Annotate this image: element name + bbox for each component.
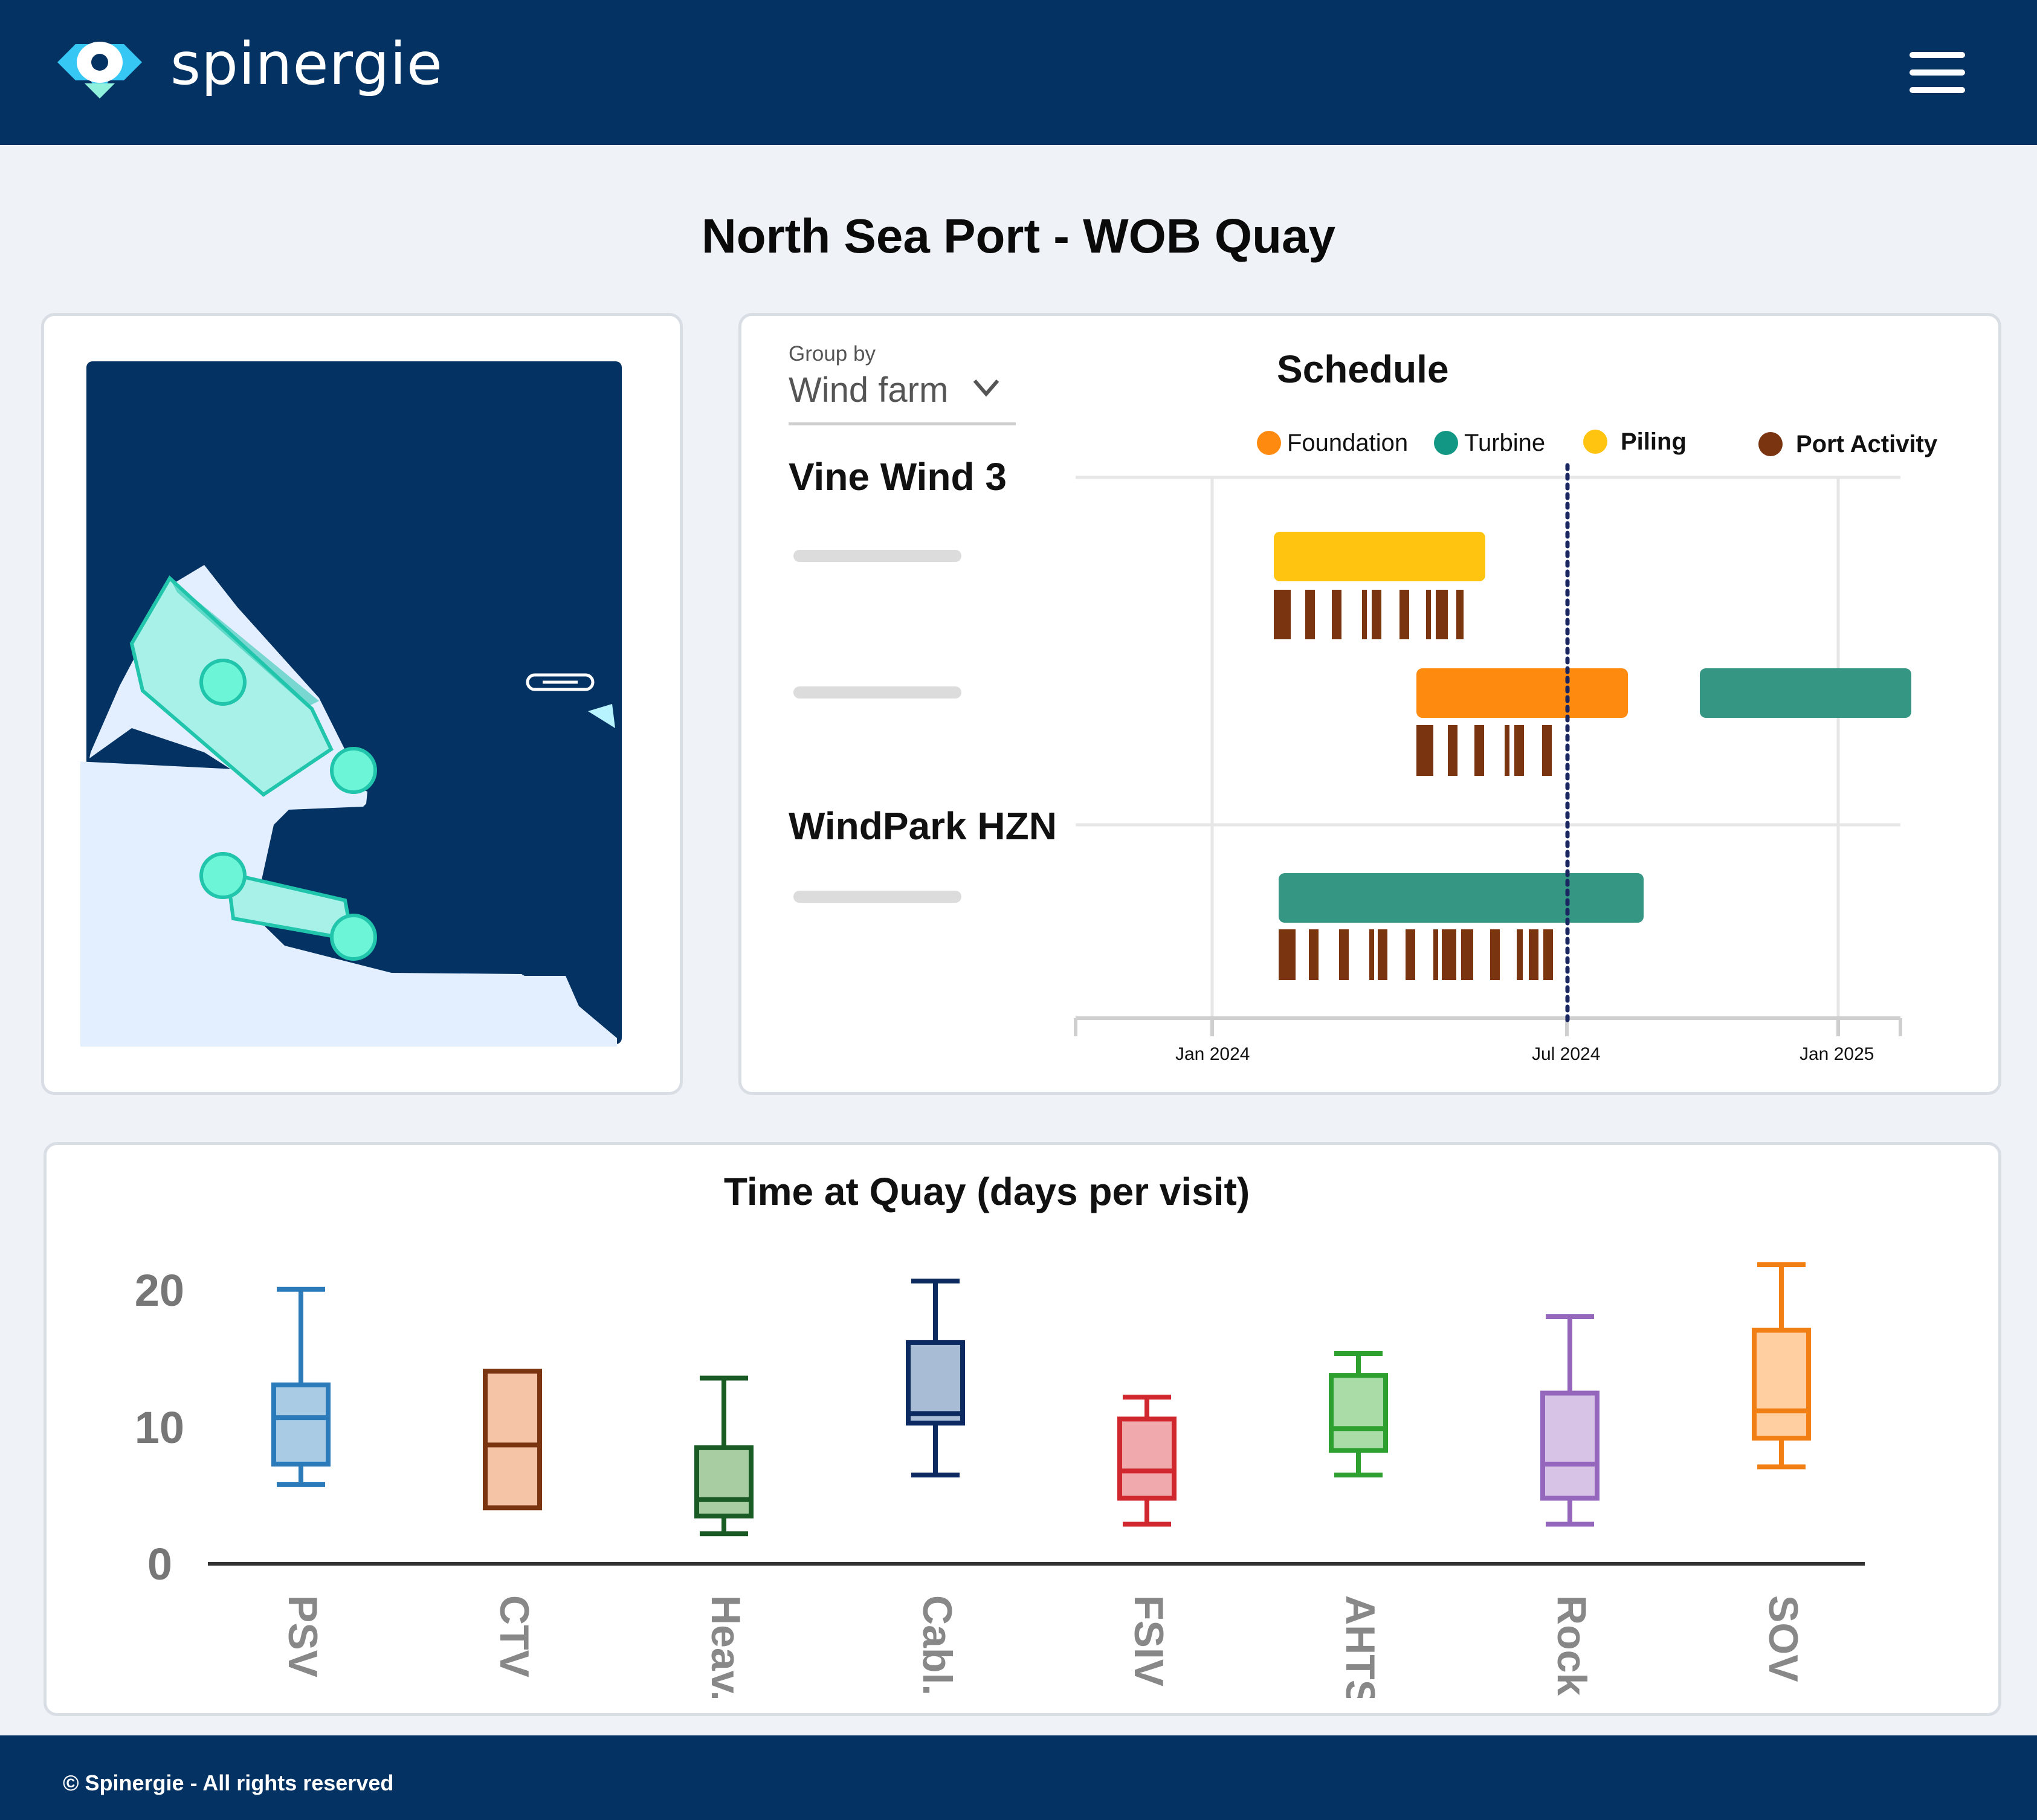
box-iqr: [694, 1445, 754, 1518]
box-iqr: [1117, 1416, 1177, 1501]
legend-foundation[interactable]: Foundation: [1257, 428, 1408, 458]
legend-port-activity[interactable]: Port Activity: [1758, 429, 1937, 459]
box-rock[interactable]: [1540, 1314, 1600, 1527]
app-header: spinergie: [0, 0, 2037, 145]
berth-marker: [330, 747, 377, 794]
group-by-label: Group by: [789, 342, 876, 366]
berth-marker: [199, 659, 247, 706]
y-tick-label: 10: [134, 1402, 184, 1453]
berth-marker: [199, 852, 247, 899]
x-tick-label: Jul 2024: [1532, 1044, 1601, 1064]
port-activity-bars: [1416, 725, 1552, 776]
logo-icon: [57, 42, 142, 98]
group-label-vine-wind-3: Vine Wind 3: [789, 455, 1007, 499]
box-cabl[interactable]: [906, 1279, 965, 1478]
legend-label: Turbine: [1464, 429, 1546, 456]
box-sov[interactable]: [1752, 1262, 1811, 1470]
box-iqr: [1540, 1390, 1600, 1501]
x-category-label: AHTS: [1337, 1595, 1383, 1698]
port-activity-bars: [1274, 590, 1464, 639]
x-category-label: SOV: [1760, 1595, 1806, 1682]
turbine-bar: [1700, 668, 1911, 718]
direction-arrow-icon: [588, 704, 615, 728]
box-iqr: [271, 1382, 331, 1467]
piling-bar: [1274, 532, 1485, 581]
foundation-bar: [1416, 668, 1628, 718]
logo-text: spinergie: [170, 30, 443, 98]
port-activity-bars: [1279, 929, 1553, 980]
x-category-label: Cabl...: [914, 1595, 960, 1698]
row-label-placeholder: [793, 550, 961, 562]
page-title: North Sea Port - WOB Quay: [702, 209, 1335, 263]
box-ahts[interactable]: [1329, 1350, 1388, 1478]
footer: © Spinergie - All rights reserved: [0, 1735, 2037, 1820]
box-heav[interactable]: [694, 1375, 754, 1537]
time-at-quay-card: [44, 1142, 2001, 1716]
x-category-label: PSV: [280, 1595, 326, 1678]
foundation-dot-icon: [1257, 431, 1281, 455]
box-iqr: [483, 1369, 542, 1511]
x-tick-label: Jan 2025: [1800, 1044, 1874, 1064]
row-label-placeholder: [793, 891, 961, 903]
turbine-bar: [1279, 873, 1644, 923]
berth-marker: [330, 914, 377, 961]
legend-piling[interactable]: Piling: [1583, 427, 1687, 457]
legend-label: Port Activity: [1796, 430, 1938, 457]
x-category-label: FSIV: [1126, 1595, 1172, 1687]
x-category-label: Rock...: [1549, 1595, 1595, 1698]
group-by-value: Wind farm: [789, 370, 949, 410]
turbine-dot-icon: [1434, 431, 1458, 455]
group-by-dropdown[interactable]: Wind farm: [789, 370, 1016, 425]
legend-label: Piling: [1621, 428, 1687, 455]
x-category-label: Heav...: [703, 1595, 749, 1698]
x-tick-label: Jan 2024: [1175, 1044, 1250, 1064]
schedule-gantt[interactable]: [1070, 459, 1916, 1039]
y-tick-label: 20: [134, 1265, 184, 1315]
legend-turbine[interactable]: Turbine: [1434, 428, 1545, 458]
box-iqr: [906, 1340, 965, 1426]
piling-dot-icon: [1583, 430, 1607, 454]
box-iqr: [1329, 1373, 1388, 1453]
box-ctv[interactable]: [483, 1369, 542, 1511]
x-category-label: CTV: [491, 1595, 537, 1677]
hamburger-menu-icon[interactable]: [1909, 52, 1970, 94]
chevron-down-icon: [973, 379, 999, 397]
chart-title: Time at Quay (days per visit): [723, 1170, 1250, 1213]
box-fsiv[interactable]: [1117, 1395, 1177, 1527]
copyright-text: © Spinergie - All rights reserved: [63, 1770, 394, 1795]
y-tick-label: 0: [147, 1539, 172, 1589]
quay-map[interactable]: [77, 360, 624, 1048]
group-label-windpark-hzn: WindPark HZN: [789, 804, 1057, 848]
row-label-placeholder: [793, 686, 961, 699]
schedule-title: Schedule: [1277, 347, 1449, 391]
legend-label: Foundation: [1287, 429, 1409, 456]
box-iqr: [1752, 1328, 1811, 1441]
box-psv[interactable]: [271, 1286, 331, 1487]
port-activity-dot-icon: [1758, 432, 1783, 456]
